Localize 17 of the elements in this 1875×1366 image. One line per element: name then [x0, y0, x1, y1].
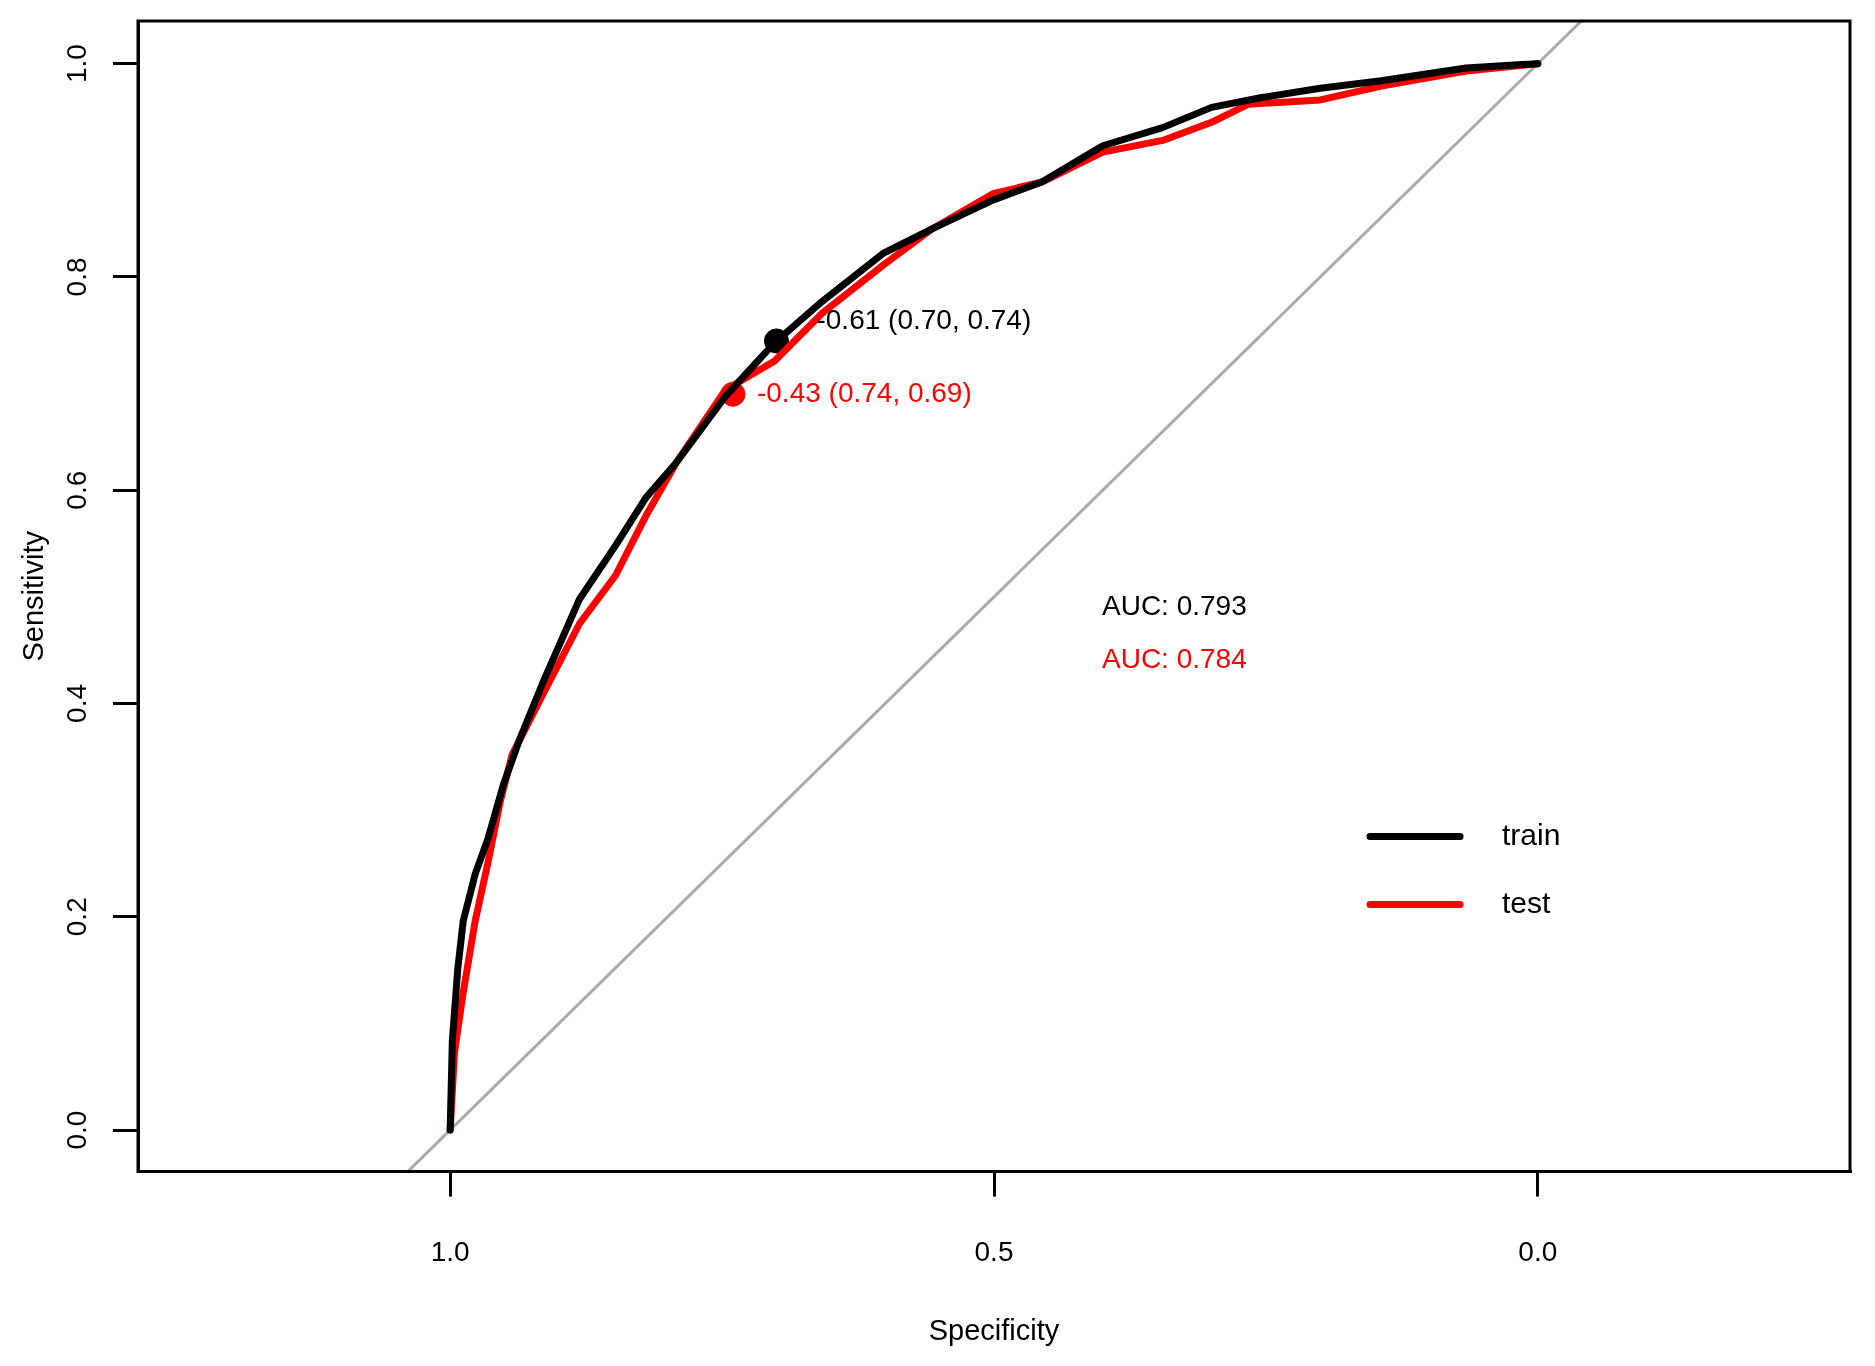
annotation: AUC: 0.784: [1102, 643, 1247, 675]
annotation: -0.61 (0.70, 0.74): [816, 303, 1032, 335]
y-tick-label: 0.8: [60, 257, 92, 297]
x-axis-title: Specificity: [928, 1313, 1060, 1346]
x-tick-label: 1.0: [430, 1236, 470, 1268]
legend-label: test: [1502, 885, 1552, 919]
y-tick-label: 0.4: [60, 684, 92, 723]
y-tick-label: 0.6: [60, 470, 92, 510]
y-tick-label: 0.2: [60, 897, 92, 937]
y-axis-title: Sensitivity: [17, 530, 50, 662]
x-tick-label: 0.5: [974, 1236, 1014, 1268]
annotation: -0.43 (0.74, 0.69): [756, 376, 972, 408]
x-tick-label: 0.0: [1518, 1236, 1558, 1268]
y-tick-label: 1.0: [60, 44, 92, 84]
annotation: AUC: 0.793: [1102, 590, 1247, 622]
y-tick-label: 0.0: [60, 1110, 92, 1150]
legend-label: train: [1502, 817, 1561, 851]
